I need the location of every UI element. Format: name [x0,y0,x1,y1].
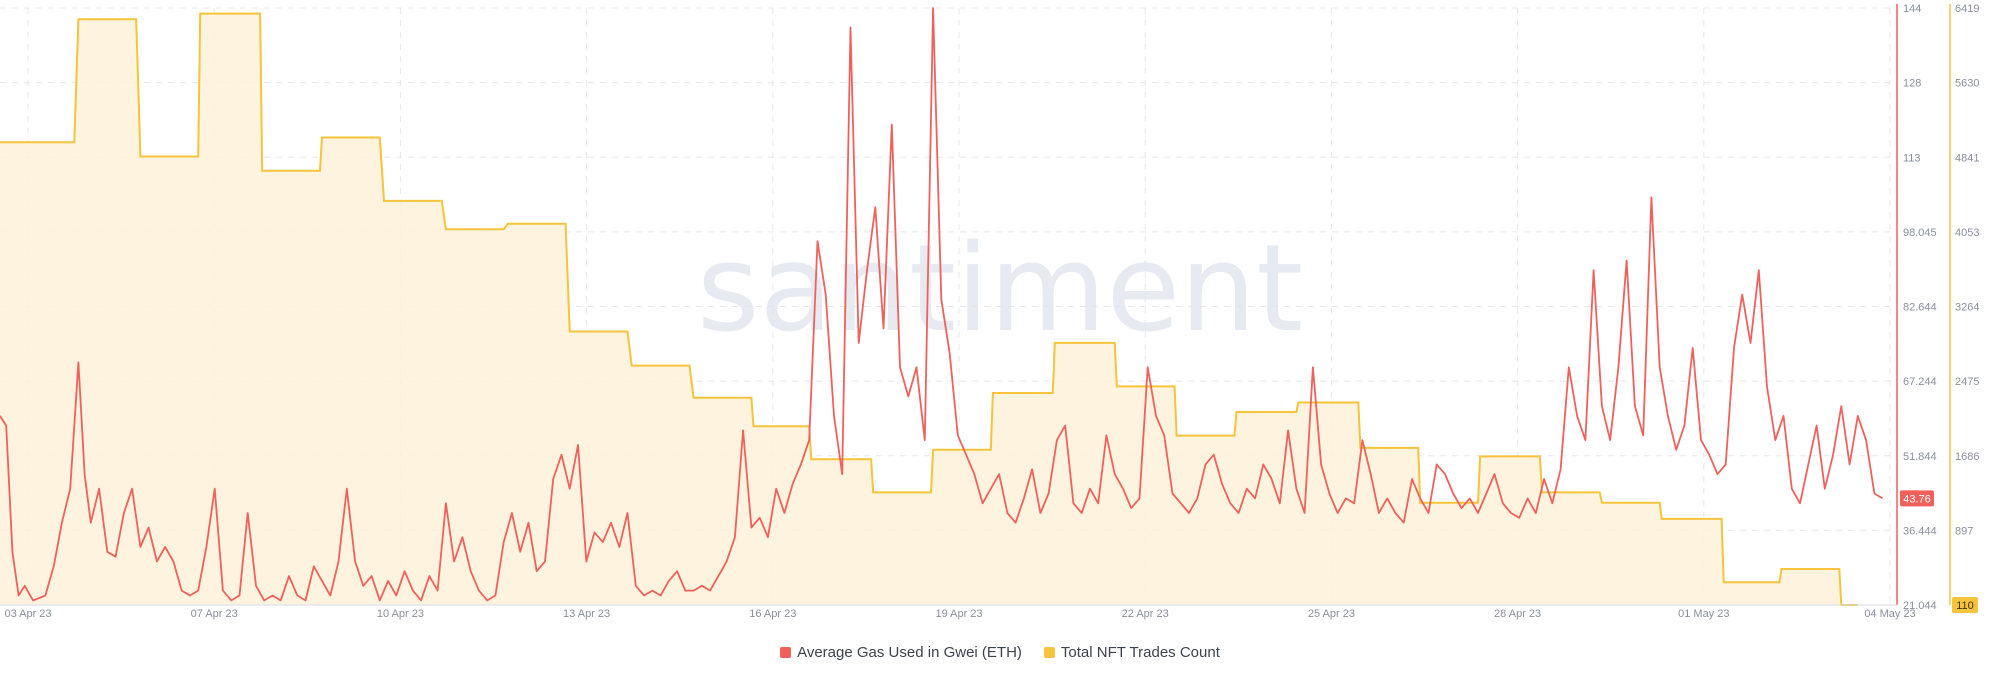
legend-item-gas[interactable]: Average Gas Used in Gwei (ETH) [780,644,1022,661]
x-tick-label: 28 Apr 23 [1494,608,1541,620]
legend-swatch-gas [780,646,792,658]
y-right-tick-label: 2475 [1955,376,1979,388]
x-tick-label: 25 Apr 23 [1308,608,1355,620]
y-right-tick-label: 1686 [1955,451,1979,463]
value-badges: 43.76 110 [1900,490,1978,613]
nft-last-value-badge [1952,597,1978,613]
nft-last-value-text: 110 [1956,600,1974,612]
nft-trades-line [0,12,1858,606]
legend-item-nft[interactable]: Total NFT Trades Count [1043,643,1220,661]
y-left-tick-label: 51.844 [1903,451,1937,463]
x-tick-label: 03 Apr 23 [4,608,51,620]
legend-swatch-nft [1043,646,1055,658]
x-tick-label: 22 Apr 23 [1122,608,1169,620]
y-right-tick-label: 5630 [1955,78,1979,90]
x-tick-label: 13 Apr 23 [563,608,610,620]
y-left-tick-label: 36.444 [1903,525,1937,537]
axes-layer [0,4,1951,606]
y-right-tick-label: 897 [1955,525,1973,537]
x-tick-label: 07 Apr 23 [191,608,238,620]
chart-canvas: santiment 144 128 113 98.045 82.644 67.244 51.… [0,3,1979,620]
area-layer [0,13,1858,606]
y-left-tick-label: 21.044 [1903,600,1937,612]
nft-trades-area [0,13,1858,606]
x-tick-label: 19 Apr 23 [935,608,982,620]
tick-labels: 144 128 113 98.045 82.644 67.244 51.844 36.444 2… [4,3,1979,620]
legend: Average Gas Used in Gwei (ETH) Total NFT… [0,640,2000,664]
y-left-tick-label: 67.244 [1903,376,1937,388]
y-right-tick-label: 4053 [1955,227,1979,239]
x-tick-label: 10 Apr 23 [377,608,424,620]
y-right-tick-label: 4841 [1955,152,1979,164]
line-layer [0,7,1884,606]
y-left-tick-label: 98.045 [1903,227,1937,239]
gas-last-value-text: 43.76 [1903,493,1931,505]
legend-label-nft: Total NFT Trades Count [1060,643,1220,661]
gas-last-value-badge [1900,490,1934,507]
x-tick-label: 16 Apr 23 [749,608,796,620]
y-right-tick-label: 3264 [1955,302,1979,314]
x-tick-label: 04 May 23 [1864,608,1915,620]
y-left-tick-label: 82.644 [1903,302,1937,314]
y-left-tick-label: 144 [1903,3,1921,15]
watermark-text: santiment [697,220,1303,359]
x-tick-label: 01 May 23 [1678,608,1729,620]
gas-used-line [0,7,1884,602]
y-left-tick-label: 113 [1903,152,1921,164]
legend-label-gas: Average Gas Used in Gwei (ETH) [797,643,1022,661]
y-right-tick-label: 6419 [1955,3,1979,15]
y-left-tick-label: 128 [1903,78,1921,90]
